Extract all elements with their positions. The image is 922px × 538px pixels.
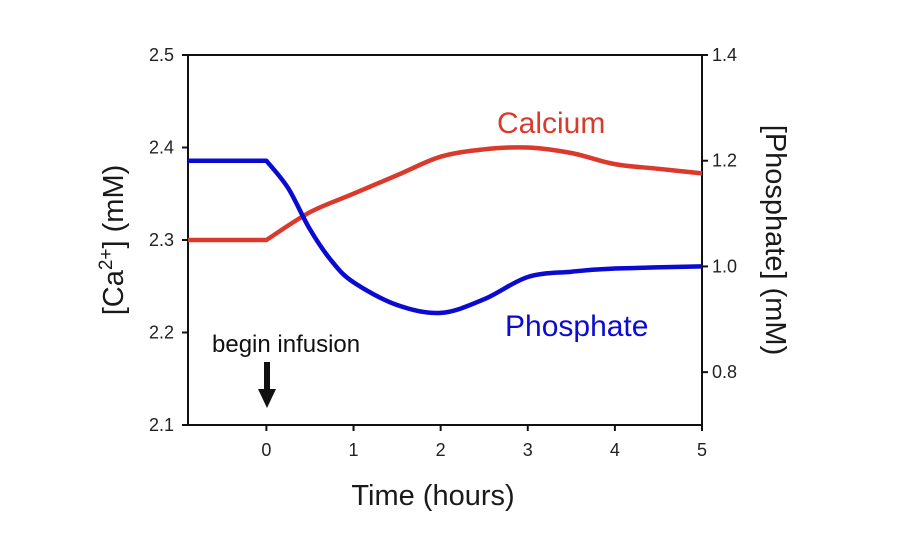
right-y-axis-title: [Phosphate] (mM) <box>759 125 791 355</box>
x-axis-ticks: 0 1 2 3 4 5 <box>261 425 707 460</box>
x-axis-title: Time (hours) <box>351 480 514 512</box>
left-y-tick-label: 2.5 <box>149 45 174 65</box>
right-y-tick-label: 0.8 <box>712 362 737 382</box>
left-y-axis-ticks: 2.1 2.2 2.3 2.4 2.5 <box>149 45 188 435</box>
x-tick-label: 2 <box>436 440 446 460</box>
left-y-tick-label: 2.3 <box>149 230 174 250</box>
arrow-down-icon <box>258 362 276 408</box>
right-y-tick-label: 1.2 <box>712 151 737 171</box>
left-y-tick-label: 2.1 <box>149 415 174 435</box>
left-y-tick-label: 2.2 <box>149 323 174 343</box>
left-y-axis-title: [Ca2+] (mM) <box>96 165 130 316</box>
phosphate-line <box>188 158 703 316</box>
right-y-tick-label: 1.4 <box>712 45 737 65</box>
phosphate-label: Phosphate <box>505 310 648 343</box>
x-tick-label: 5 <box>697 440 707 460</box>
begin-infusion-annotation: begin infusion <box>212 331 360 358</box>
x-tick-label: 3 <box>523 440 533 460</box>
x-tick-label: 4 <box>610 440 620 460</box>
right-y-tick-label: 1.0 <box>712 256 737 276</box>
x-tick-label: 1 <box>349 440 359 460</box>
left-y-tick-label: 2.4 <box>149 138 174 158</box>
x-tick-label: 0 <box>261 440 271 460</box>
right-y-axis-ticks: 0.8 1.0 1.2 1.4 <box>702 45 737 382</box>
calcium-line <box>188 145 703 243</box>
calcium-label: Calcium <box>497 107 605 140</box>
plot-frame <box>187 54 703 426</box>
